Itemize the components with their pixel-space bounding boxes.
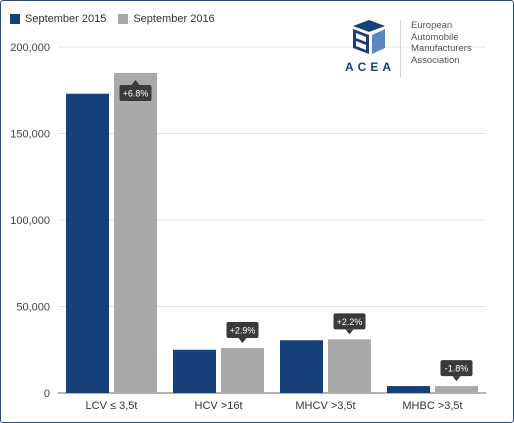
x-tick-label-3: MHBC >3,5t [402, 400, 462, 412]
legend-swatch-2016 [118, 14, 129, 24]
logo-line-1: European [411, 20, 453, 31]
callout-text-1: +2.9% [230, 326, 256, 336]
change-callout-0: +6.8% [119, 79, 152, 101]
bar-2015-3 [387, 386, 430, 393]
x-tick-label-0: LCV ≤ 3,5t [86, 400, 138, 412]
legend-item-2016[interactable]: September 2016 [118, 13, 215, 25]
callout-box-2 [333, 313, 366, 330]
change-callout-1: +2.9% [226, 322, 259, 344]
bar-2016-0 [114, 72, 157, 393]
bar-2015-2 [280, 340, 323, 393]
logo-divider [400, 20, 401, 78]
bar-2016-3 [435, 386, 478, 393]
bar-2016-2 [328, 339, 371, 393]
y-tick-label-2: 100,000 [10, 215, 50, 227]
legend-item-2015[interactable]: September 2015 [10, 13, 106, 25]
y-tick-label-1: 50,000 [16, 302, 50, 314]
bar-2015-0 [66, 93, 109, 394]
logo-tagline: European Automobile Manufacturers Associ… [411, 20, 472, 66]
logo-line-2: Automobile [411, 31, 459, 43]
legend-swatch-2015 [10, 14, 20, 24]
logo-line-3: Manufacturers [411, 43, 472, 54]
legend: September 2015 September 2016 [10, 13, 227, 25]
y-tick-label-0: 0 [44, 388, 50, 400]
x-tick-label-1: HCV >16t [195, 400, 243, 412]
bar-2015-1 [173, 349, 216, 393]
legend-label-2016: September 2016 [133, 13, 215, 25]
acea-logo-icon [353, 20, 385, 54]
logo-wordmark: ACEA [345, 60, 396, 74]
acea-logo: ACEA European Automobile Manufacturers A… [345, 18, 505, 80]
callout-text-0: +6.8% [123, 88, 149, 98]
y-tick-label-3: 150,000 [10, 129, 50, 141]
callout-text-3: -1.8% [445, 364, 469, 374]
change-callout-2: +2.2% [333, 313, 366, 335]
callout-pointer-1 [238, 338, 247, 344]
callout-box-1 [226, 322, 259, 339]
x-tick-label-2: MHCV >3,5t [295, 400, 355, 412]
change-callout-3: -1.8% [440, 360, 473, 382]
y-tick-label-4: 200,000 [10, 42, 50, 54]
bar-2016-1 [221, 348, 264, 393]
callout-pointer-2 [345, 329, 354, 335]
callout-box-3 [440, 360, 473, 377]
logo-line-4: Association [411, 54, 460, 66]
legend-label-2015: September 2015 [25, 13, 107, 25]
callout-pointer-3 [452, 376, 461, 382]
callout-pointer-0 [131, 79, 140, 85]
callout-box-0 [119, 84, 152, 101]
callout-text-2: +2.2% [337, 317, 363, 327]
